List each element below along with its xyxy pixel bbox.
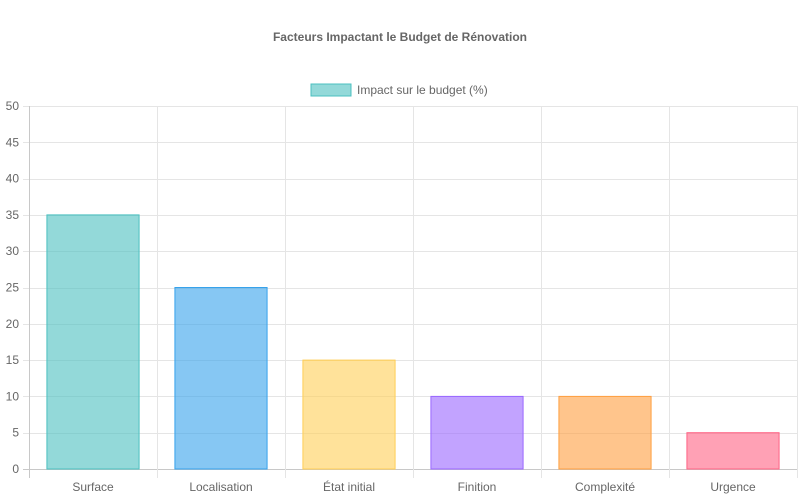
x-tick-label: Finition: [458, 480, 497, 494]
y-tick-label: 35: [6, 208, 20, 222]
x-axis: Surface Localisation État initial Finition C…: [72, 479, 756, 494]
legend-label: Impact sur le budget (%): [357, 83, 488, 97]
bar-6[interactable]: [686, 432, 780, 470]
bar-1[interactable]: [46, 214, 140, 470]
y-tick-label: 20: [6, 317, 20, 331]
legend-swatch: [310, 83, 352, 97]
bars: [46, 214, 780, 470]
x-tick-label: Surface: [72, 480, 114, 494]
chart-title: Facteurs Impactant le Budget de Rénovati…: [273, 30, 527, 44]
grid: [23, 106, 798, 478]
y-tick-label: 10: [6, 389, 20, 403]
y-tick-label: 30: [6, 244, 20, 258]
x-tick-label: Urgence: [710, 480, 756, 494]
y-tick-label: 25: [6, 281, 20, 295]
y-axis: 0 5 10 15 20 25 30 35 40 45 50: [6, 99, 20, 476]
legend[interactable]: Impact sur le budget (%): [310, 83, 488, 97]
bar-5[interactable]: [558, 395, 652, 470]
y-tick-label: 40: [6, 172, 20, 186]
y-tick-label: 50: [6, 99, 20, 113]
y-tick-label: 5: [12, 426, 19, 440]
bar-2[interactable]: [174, 287, 268, 470]
y-tick-label: 0: [12, 462, 19, 476]
x-tick-label: État initial: [323, 479, 375, 494]
bar-3[interactable]: [302, 359, 396, 470]
x-tick-label: Localisation: [189, 480, 252, 494]
y-tick-label: 15: [6, 353, 20, 367]
x-tick-label: Complexité: [575, 480, 635, 494]
bar-4[interactable]: [430, 395, 524, 470]
y-tick-label: 45: [6, 135, 20, 149]
